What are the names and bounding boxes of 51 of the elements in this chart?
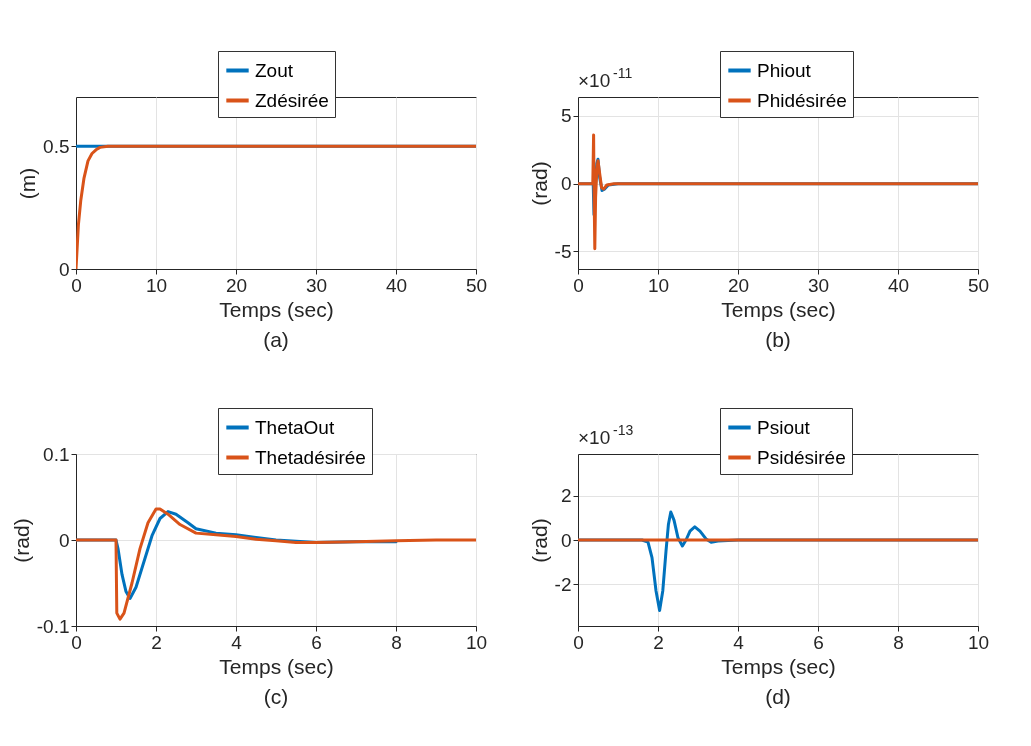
x-tick-label: 20: [225, 274, 248, 296]
x-tick-label: 30: [305, 274, 328, 296]
x-tick-label: 8: [893, 631, 904, 653]
legend-label: Phiout: [757, 59, 812, 81]
y-axis-title: (rad): [9, 518, 33, 563]
x-tick-label: 50: [465, 274, 488, 296]
y-tick-label: -0.1: [36, 615, 70, 637]
x-tick-label: 10: [967, 631, 990, 653]
legend-label: ThetaOut: [255, 416, 335, 438]
y-axis-title: (rad): [527, 161, 551, 206]
legend-label: Zout: [255, 59, 294, 81]
y-tick-label: 0.5: [43, 135, 70, 157]
legend-label: Psidésirée: [757, 446, 846, 468]
x-axis-title: Temps (sec): [721, 654, 836, 678]
y-tick-label: 0: [560, 529, 572, 551]
x-tick-label: 50: [967, 274, 990, 296]
y-tick-label: -5: [554, 240, 572, 262]
y-tick-label: 0: [560, 173, 572, 195]
x-axis-title: Temps (sec): [219, 297, 334, 321]
x-tick-label: 8: [391, 631, 402, 653]
y-tick-label: 0: [58, 258, 70, 280]
y-axis-title: (rad): [527, 518, 551, 563]
x-tick-label: 2: [151, 631, 162, 653]
y-tick-label: -2: [554, 573, 572, 595]
legend-label: Zdésirée: [255, 89, 329, 111]
x-tick-label: 6: [311, 631, 322, 653]
text: (a): [263, 328, 289, 351]
text: (b): [765, 328, 791, 351]
x-tick-label: 40: [887, 274, 910, 296]
x-tick-label: 40: [385, 274, 408, 296]
x-axis-title: Temps (sec): [721, 297, 836, 321]
y-tick-label: 2: [560, 485, 572, 507]
x-tick-label: 10: [145, 274, 168, 296]
x-tick-label: 6: [813, 631, 824, 653]
x-tick-label: 30: [807, 274, 830, 296]
x-tick-label: 10: [465, 631, 488, 653]
text: (d): [765, 685, 791, 708]
x-tick-label: 2: [653, 631, 664, 653]
x-tick-label: 20: [727, 274, 750, 296]
y-tick-label: 0.1: [43, 443, 70, 465]
x-tick-label: 4: [231, 631, 243, 653]
x-tick-label: 10: [647, 274, 670, 296]
x-axis-title: Temps (sec): [219, 654, 334, 678]
text: (c): [263, 685, 289, 708]
y-tick-label: 5: [560, 105, 572, 127]
x-tick-label: 4: [733, 631, 745, 653]
legend-label: Thetadésirée: [255, 446, 366, 468]
legend-label: Phidésirée: [757, 89, 847, 111]
legend-label: Psiout: [757, 416, 811, 438]
y-tick-label: 0: [58, 529, 70, 551]
y-axis-title: (m): [16, 167, 40, 200]
